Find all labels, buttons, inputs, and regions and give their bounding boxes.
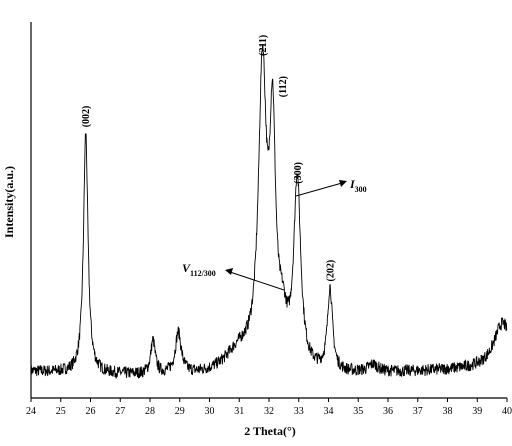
peak-label: (002) (81, 106, 92, 128)
x-tick-label: 26 (86, 406, 96, 417)
x-tick-label: 30 (205, 406, 215, 417)
x-axis-title: 2 Theta(°) (244, 424, 296, 438)
peak-label: (211) (258, 35, 269, 56)
v112-300-arrowhead (225, 268, 233, 275)
peak-label: (112) (278, 76, 289, 97)
x-tick-label: 40 (502, 406, 512, 417)
i300-label: I300 (349, 177, 367, 194)
i300-arrowhead (339, 180, 347, 187)
x-tick-label: 34 (324, 406, 334, 417)
x-tick-label: 36 (383, 406, 393, 417)
x-ticks: 24 25 26 27 28 29 30 31 32 33 34 35 36 37 38 39 40 (26, 398, 512, 417)
x-tick-label: 29 (175, 406, 185, 417)
peak-labels: (002) (211) (112) (300) (202) (81, 35, 336, 282)
xrd-series-line (30, 43, 508, 379)
x-tick-label: 37 (413, 406, 423, 417)
x-tick-label: 35 (353, 406, 363, 417)
peak-label: (202) (325, 260, 336, 282)
i300-annotation: I300 (295, 177, 367, 197)
x-tick-label: 24 (26, 406, 36, 417)
x-tick-label: 38 (443, 406, 453, 417)
x-tick-label: 25 (56, 406, 66, 417)
x-tick-label: 39 (472, 406, 482, 417)
x-tick-label: 32 (264, 406, 274, 417)
peak-label: (300) (293, 162, 304, 184)
y-axis-title: Intensity(a.u.) (2, 166, 16, 238)
x-tick-label: 31 (234, 406, 244, 417)
v112-300-label: V112/300 (182, 261, 216, 278)
v112-300-arrow (229, 271, 285, 291)
v112-300-annotation: V112/300 (182, 261, 285, 291)
x-tick-label: 33 (294, 406, 304, 417)
x-tick-label: 28 (145, 406, 155, 417)
x-tick-label: 27 (115, 406, 125, 417)
i300-arrow (295, 182, 343, 197)
